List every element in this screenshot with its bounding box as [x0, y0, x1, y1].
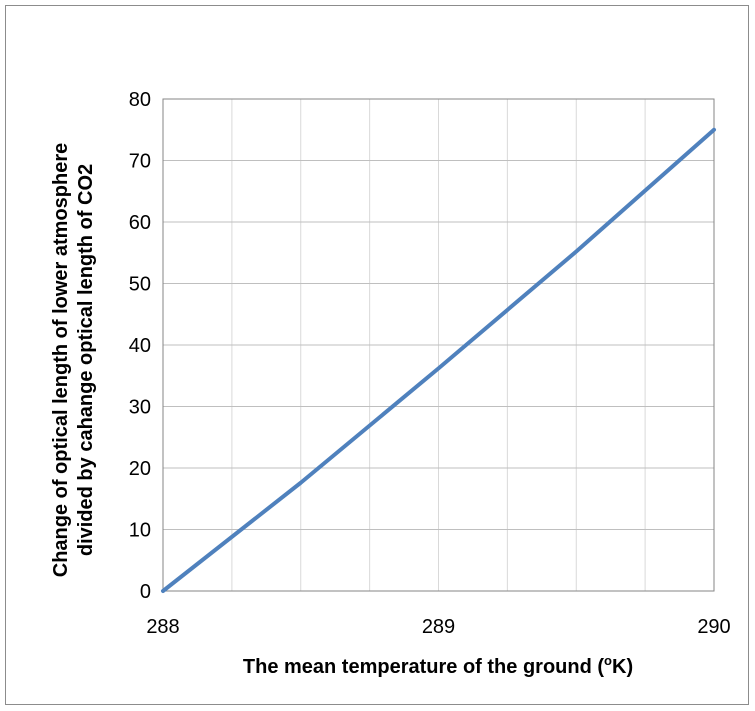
y-tick-label: 10	[129, 520, 151, 542]
x-axis-title: The mean temperature of the ground (oK)	[243, 653, 633, 678]
x-tick-label: 289	[422, 616, 455, 638]
y-axis-title-line-2: divided by cahange optical length of CO2	[75, 164, 97, 556]
y-tick-labels: 0 10 20 30 40 50 60 70 80	[129, 89, 151, 603]
chart-frame	[5, 5, 749, 705]
y-tick-label: 30	[129, 397, 151, 419]
y-axis-title-line-1: Change of optical length of lower atmosp…	[50, 143, 72, 577]
grid	[162, 98, 715, 592]
series-layer	[161, 127, 716, 593]
y-tick-label: 80	[129, 89, 151, 111]
x-tick-labels: 288 289 290	[146, 616, 730, 638]
series-line	[161, 127, 716, 593]
plot-area-border	[162, 98, 715, 592]
y-tick-label: 20	[129, 458, 151, 480]
y-tick-label: 60	[129, 212, 151, 234]
x-tick-label: 288	[146, 616, 179, 638]
y-tick-label: 40	[129, 335, 151, 357]
y-tick-label: 50	[129, 274, 151, 296]
y-tick-label: 0	[140, 581, 151, 603]
x-tick-label: 290	[697, 616, 730, 638]
y-tick-label: 70	[129, 151, 151, 173]
